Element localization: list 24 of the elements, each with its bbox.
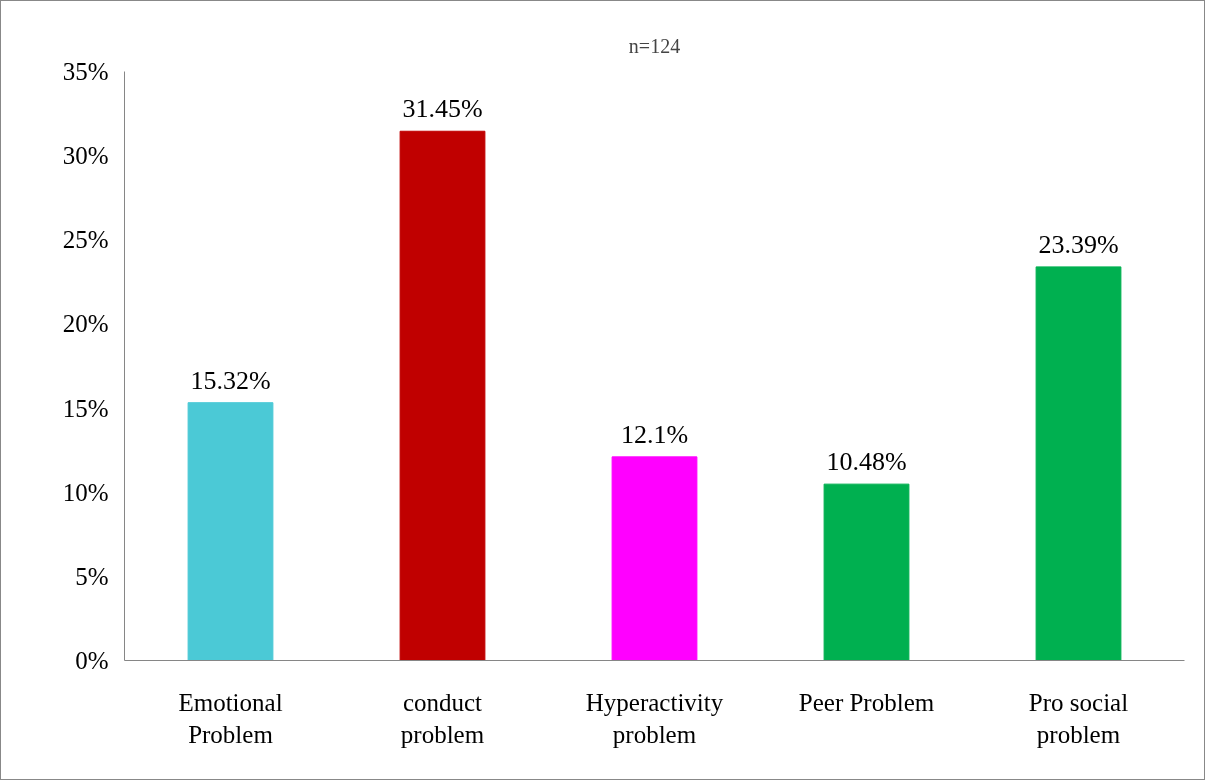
y-tick-label: 35% [62, 58, 109, 85]
bar [823, 483, 910, 661]
bar [611, 456, 698, 661]
bar [187, 402, 274, 661]
y-tick-label: 25% [62, 226, 109, 254]
y-tick-label: 30% [62, 142, 109, 170]
bar [399, 130, 486, 661]
data-label: 15.32% [190, 365, 271, 395]
bar [1035, 266, 1122, 661]
data-label: 31.45% [402, 94, 483, 124]
y-tick-label: 15% [62, 394, 109, 422]
data-label: 12.1% [620, 419, 689, 449]
x-tick-label: Peer Problem [798, 688, 935, 716]
y-tick-label: 5% [75, 562, 109, 590]
y-tick-label: 20% [62, 310, 109, 338]
y-tick-label: 10% [62, 478, 109, 506]
x-tick-label: conduct problem [400, 688, 485, 748]
x-tick-label: Pro social problem [1028, 688, 1129, 748]
y-tick-label: 0% [75, 647, 109, 674]
text: n=124 [628, 34, 681, 57]
x-tick-label: Emotional Problem [178, 688, 283, 748]
data-label: 23.39% [1038, 229, 1119, 259]
data-label: 10.48% [826, 447, 907, 477]
x-tick-label: Hyperactivity problem [585, 688, 724, 748]
